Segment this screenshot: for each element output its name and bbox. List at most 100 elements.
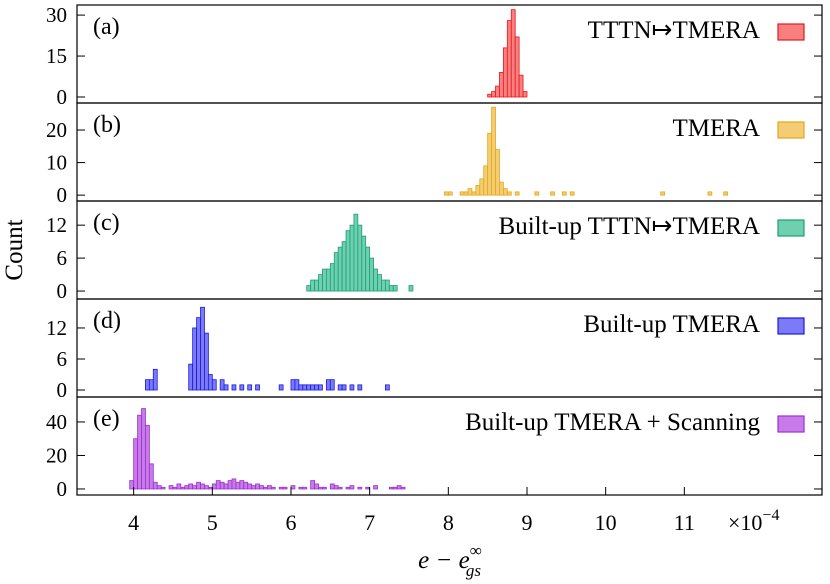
- bar: [550, 191, 555, 196]
- bar: [145, 379, 150, 391]
- bar: [373, 485, 378, 490]
- bar: [255, 483, 260, 490]
- bar: [235, 481, 241, 490]
- bar: [337, 246, 343, 292]
- bar: [381, 279, 386, 292]
- bar: [129, 480, 135, 490]
- bar: [204, 485, 209, 490]
- y-tick-label: 10: [46, 151, 67, 175]
- bar: [204, 332, 209, 391]
- bar: [223, 384, 229, 391]
- bar: [361, 235, 367, 292]
- x-tick-label: 5: [207, 510, 218, 535]
- bar: [298, 384, 304, 391]
- x-axis-label: e − e∞ gs: [418, 541, 482, 580]
- bar: [141, 408, 146, 490]
- bar: [263, 486, 268, 490]
- bar: [388, 285, 394, 292]
- bar: [148, 463, 154, 490]
- bar: [388, 486, 394, 490]
- bar: [314, 279, 319, 292]
- bar: [325, 379, 331, 391]
- bar: [495, 85, 500, 98]
- bar: [239, 480, 245, 490]
- bar: [349, 224, 355, 292]
- bar: [207, 486, 213, 490]
- panel-label: (b): [93, 112, 121, 138]
- bar: [345, 486, 351, 490]
- bar: [349, 384, 355, 391]
- bar: [322, 486, 327, 490]
- legend-swatch: [777, 317, 805, 335]
- bar: [211, 483, 217, 490]
- bar: [302, 384, 308, 391]
- x-tick-label: 11: [674, 510, 695, 535]
- bar: [467, 188, 473, 196]
- legend-swatch: [777, 121, 805, 139]
- panel-label: (a): [93, 14, 120, 40]
- y-tick-label: 0: [57, 279, 68, 303]
- bar: [188, 363, 194, 391]
- bar: [278, 486, 284, 490]
- bar: [487, 132, 492, 196]
- bar: [219, 379, 225, 391]
- panel-frame: [76, 396, 823, 496]
- bar: [384, 384, 390, 391]
- y-tick-label: 12: [46, 316, 67, 340]
- bar: [172, 486, 178, 490]
- bar: [247, 483, 253, 490]
- bar: [377, 274, 382, 292]
- bar: [349, 485, 355, 490]
- bar: [510, 9, 516, 98]
- bar: [310, 279, 315, 292]
- bar: [192, 327, 197, 391]
- bar: [408, 285, 414, 292]
- legend-label: Built-up TMERA: [583, 311, 760, 338]
- bar: [475, 184, 481, 196]
- y-axis-label: Count: [1, 219, 28, 280]
- bar: [392, 285, 398, 292]
- bar: [333, 252, 339, 292]
- bar: [707, 191, 713, 196]
- y-tick-label: 0: [57, 85, 68, 109]
- bar: [483, 165, 489, 196]
- bar: [491, 91, 496, 98]
- bar: [369, 257, 374, 292]
- bar: [294, 379, 300, 391]
- bar: [514, 36, 520, 98]
- bar: [180, 486, 186, 490]
- bar: [443, 191, 449, 196]
- bar: [231, 384, 237, 391]
- bar: [373, 268, 378, 292]
- y-tick-label: 0: [57, 378, 68, 402]
- x-tick-label: 9: [521, 510, 532, 535]
- bar: [365, 486, 371, 490]
- bar: [365, 246, 371, 292]
- panel-label: (d): [93, 308, 121, 334]
- bar: [487, 93, 492, 98]
- bar: [200, 306, 205, 391]
- bar: [176, 483, 182, 490]
- legend-swatch: [777, 23, 805, 41]
- bar: [231, 478, 237, 490]
- y-tick-label: 20: [46, 443, 67, 467]
- bar: [341, 384, 347, 391]
- bar: [310, 384, 315, 391]
- bar: [282, 486, 288, 490]
- bar: [322, 268, 327, 292]
- bar: [479, 178, 485, 196]
- bar: [188, 483, 194, 490]
- bar: [160, 486, 166, 490]
- bar: [723, 191, 728, 196]
- bar: [318, 384, 323, 391]
- bar: [133, 438, 138, 490]
- bar: [211, 379, 217, 391]
- bar: [357, 384, 363, 391]
- bar: [270, 486, 276, 490]
- bar: [333, 485, 339, 490]
- bar: [290, 379, 296, 391]
- bar: [357, 224, 363, 292]
- bar: [471, 191, 477, 196]
- legend-label: TMERA: [673, 115, 761, 142]
- bar: [495, 149, 500, 196]
